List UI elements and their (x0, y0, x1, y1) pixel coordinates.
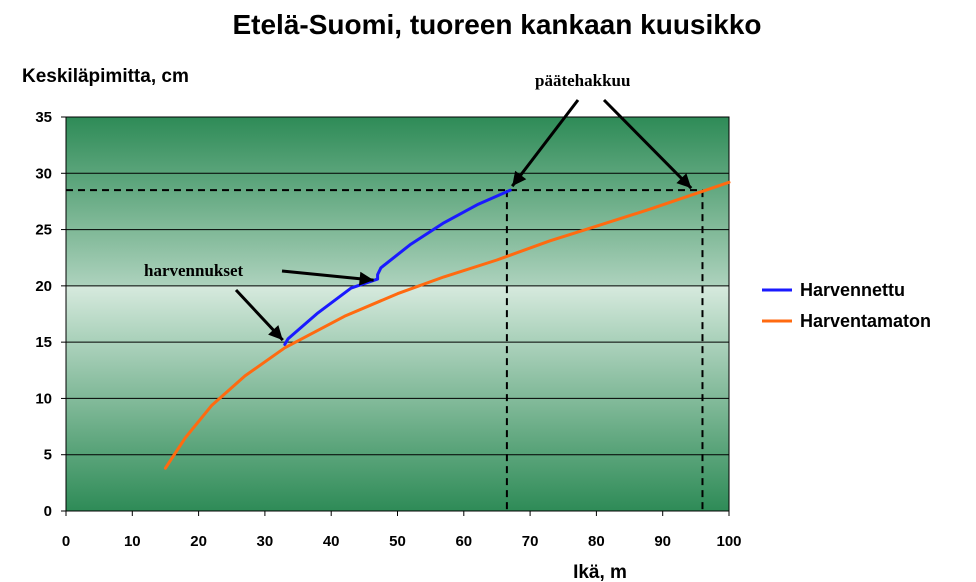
x-tick-label: 20 (190, 533, 207, 550)
plot-band (66, 398, 729, 455)
annotation-paatehakkuu: päätehakkuu (535, 71, 630, 90)
arrow-head (676, 173, 692, 189)
arrow-head (268, 325, 283, 341)
y-tick-label: 10 (35, 390, 52, 407)
series-line-2 (163, 180, 731, 470)
x-tick-label: 40 (323, 533, 340, 550)
x-tick-label: 70 (522, 533, 539, 550)
legend-label-1: Harvennettu (800, 280, 905, 300)
arrow-head (512, 170, 527, 187)
annotation-harvennukset: harvennukset (144, 261, 244, 280)
arrow-shaft (602, 98, 693, 190)
series-line-1 (283, 188, 512, 346)
annotation-arrow (511, 99, 580, 188)
y-axis-title: Keskiläpimitta, cm (22, 66, 189, 87)
plot-background (66, 117, 729, 511)
x-tick-label: 60 (455, 533, 472, 550)
annotation-arrow (602, 98, 693, 190)
x-tick-label: 0 (62, 533, 70, 550)
y-tick-label: 30 (35, 165, 52, 182)
y-tick-label: 25 (35, 222, 52, 239)
x-tick-label: 30 (257, 533, 274, 550)
x-tick-label: 50 (389, 533, 406, 550)
y-tick-label: 35 (35, 109, 52, 126)
x-tick-label: 10 (124, 533, 141, 550)
series-group (163, 180, 731, 470)
arrow-shaft (281, 269, 374, 282)
y-tick-label: 0 (44, 503, 52, 520)
chart-title: Etelä-Suomi, tuoreen kankaan kuusikko (232, 9, 761, 40)
annotation-arrow (281, 269, 374, 286)
plot-band (66, 454, 729, 511)
legend: Harvennettu Harventamaton (762, 280, 931, 331)
x-tick-label: 90 (654, 533, 671, 550)
x-axis-title: Ikä, m (573, 562, 627, 582)
annotations: harvennukset päätehakkuu (144, 71, 693, 342)
y-tick-label: 5 (44, 447, 52, 464)
x-tick-label: 80 (588, 533, 605, 550)
reference-lines (66, 189, 704, 511)
plot-band (66, 342, 729, 399)
y-tick-label: 20 (35, 278, 52, 295)
gridlines (66, 172, 729, 456)
annotation-arrow (234, 288, 284, 342)
plot-band (66, 117, 729, 174)
legend-label-2: Harventamaton (800, 311, 931, 331)
plot-band (66, 229, 729, 286)
plot-band (66, 173, 729, 230)
arrow-shaft (511, 99, 580, 188)
x-tick-label: 100 (716, 533, 741, 550)
arrow-head (358, 271, 374, 286)
y-tick-label: 15 (35, 334, 52, 351)
axes: 0 5 10 15 20 25 30 35 0 10 20 30 40 50 60 70 80 90 100 (35, 109, 741, 550)
